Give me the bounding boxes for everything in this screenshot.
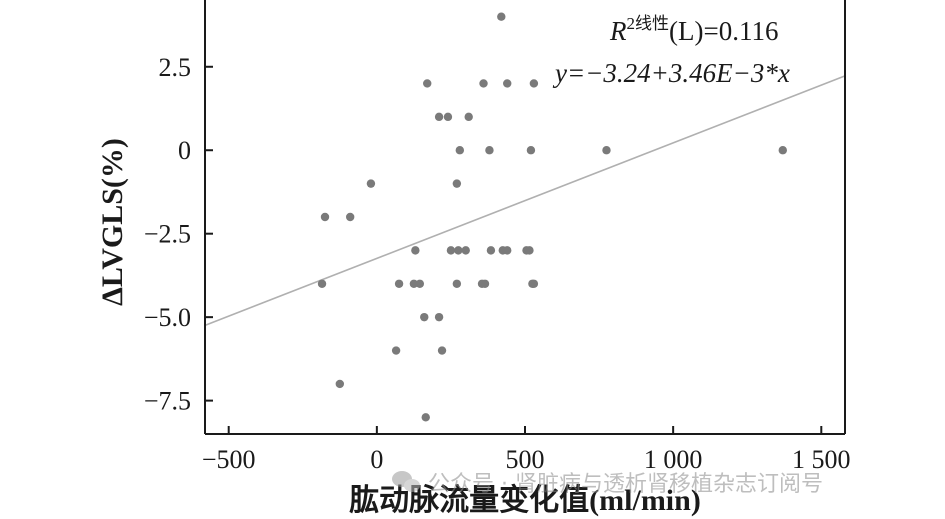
data-point <box>415 279 425 288</box>
data-point <box>317 279 327 288</box>
watermark-text: 公众号 · 肾脏病与透析肾移植杂志订阅号 <box>428 472 823 497</box>
x-tick-label: 1 000 <box>644 445 703 474</box>
y-tick-label: −7.5 <box>144 387 191 416</box>
r-squared-superscript: 2线性 <box>627 14 670 33</box>
y-tick-label: 0 <box>178 136 191 165</box>
data-point <box>485 146 494 155</box>
data-point <box>480 279 490 288</box>
x-tick-label: 0 <box>370 445 383 474</box>
data-point <box>345 212 355 222</box>
x-tick-label: 1 500 <box>792 445 851 474</box>
data-point <box>434 312 444 322</box>
data-point <box>464 112 473 122</box>
data-point <box>503 246 512 255</box>
data-point <box>452 179 462 188</box>
data-point <box>452 279 462 288</box>
data-point <box>391 346 401 355</box>
data-point <box>366 179 376 188</box>
watermark: 公众号 · 肾脏病与透析肾移植杂志订阅号 <box>392 464 823 500</box>
data-point <box>526 146 536 155</box>
data-point <box>497 12 506 21</box>
r-squared-value: (L)=0.116 <box>669 16 778 46</box>
data-point <box>486 246 496 255</box>
y-axis-title: ΔLVGLS(%) <box>96 138 129 306</box>
data-point <box>446 246 456 255</box>
r-squared-annotation: R2线性(L)=0.116 <box>609 14 778 46</box>
x-tick-label: −500 <box>202 445 256 474</box>
data-point <box>423 79 432 88</box>
data-point <box>421 413 430 422</box>
y-tick-label: 2.5 <box>159 53 192 82</box>
regression-equation: y=−3.24+3.46E−3*x <box>552 58 790 88</box>
data-point <box>479 79 488 88</box>
data-point <box>443 112 453 122</box>
data-point <box>529 79 539 88</box>
data-point <box>335 379 345 389</box>
r-squared-symbol: R <box>609 16 627 46</box>
x-tick-label: 500 <box>506 445 545 474</box>
data-point <box>529 279 539 288</box>
wechat-icon <box>392 470 422 494</box>
data-point <box>602 146 611 155</box>
regression-line <box>204 75 846 327</box>
y-tick-label: −2.5 <box>144 220 191 249</box>
data-point <box>503 79 512 88</box>
data-point <box>394 279 404 288</box>
data-point <box>320 212 330 222</box>
data-point <box>461 246 470 255</box>
data-point <box>525 246 534 255</box>
data-point <box>455 146 465 155</box>
y-tick-label: −5.0 <box>144 303 191 332</box>
data-point <box>778 146 787 155</box>
data-point <box>434 112 444 122</box>
data-point <box>409 279 419 288</box>
data-point <box>420 312 429 322</box>
data-point <box>437 346 447 355</box>
data-point <box>454 246 463 255</box>
data-point <box>411 246 420 255</box>
